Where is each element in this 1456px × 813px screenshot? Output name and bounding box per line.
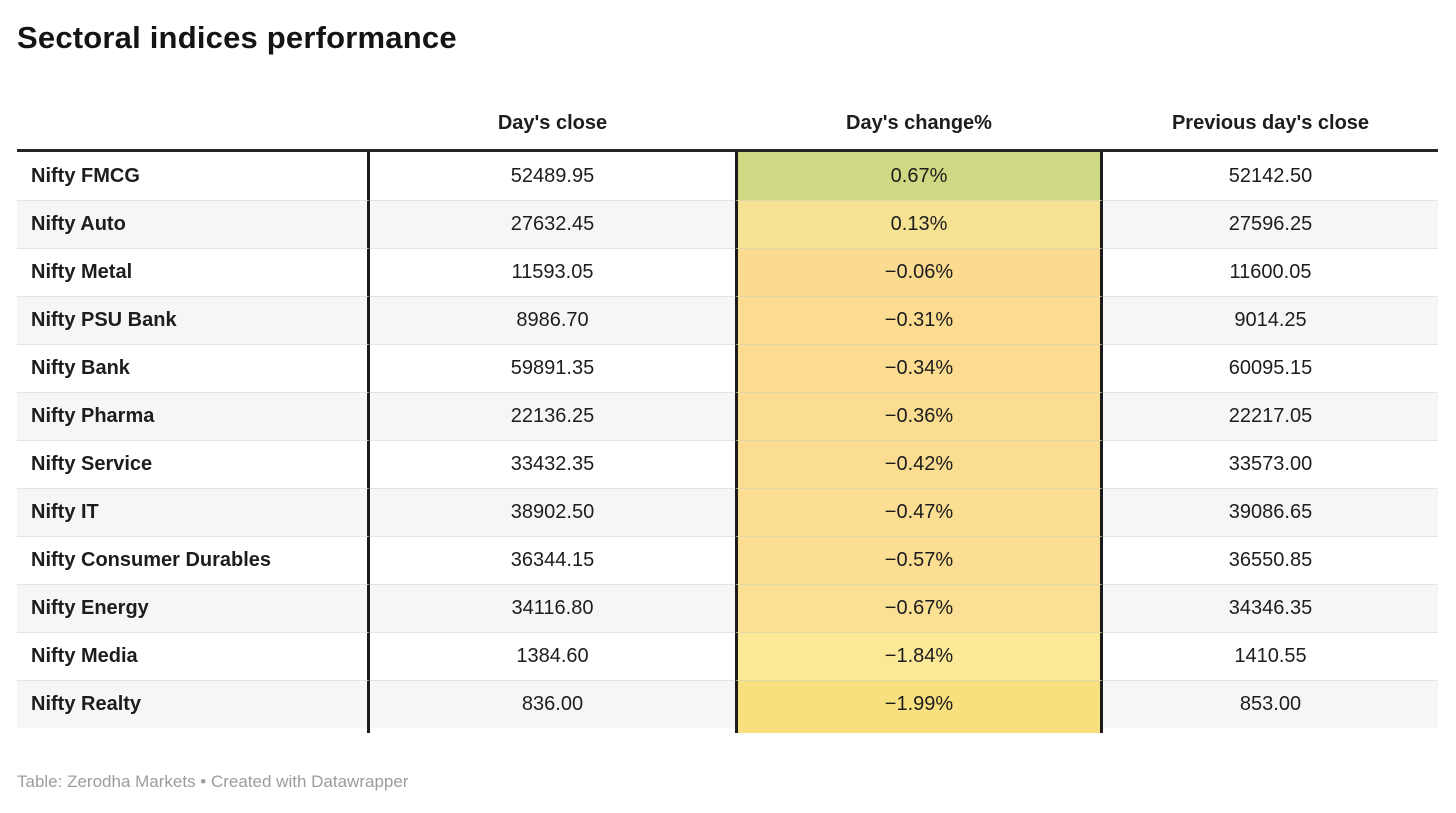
table-row: Nifty Auto 27632.45 0.13% 27596.25 [17, 200, 1438, 248]
close-value: 59891.35 [370, 344, 735, 392]
change-value: −0.06% [735, 248, 1103, 296]
header-previous-close: Previous day's close [1171, 112, 1370, 134]
close-value: 36344.15 [370, 536, 735, 584]
change-value: −0.47% [735, 488, 1103, 536]
prev-close-value: 27596.25 [1103, 200, 1438, 248]
close-value: 8986.70 [370, 296, 735, 344]
page-title: Sectoral indices performance [17, 20, 457, 55]
prev-close-value: 1410.55 [1103, 632, 1438, 680]
prev-close-value: 853.00 [1103, 680, 1438, 728]
change-value: −0.36% [735, 392, 1103, 440]
attribution-footer: Table: Zerodha Markets • Created with Da… [17, 772, 409, 791]
row-label: Nifty Media [17, 632, 370, 680]
row-label: Nifty Bank [17, 344, 370, 392]
table-row: Nifty Energy 34116.80 −0.67% 34346.35 [17, 584, 1438, 632]
table-bottom-edge [17, 728, 1438, 733]
prev-close-value: 22217.05 [1103, 392, 1438, 440]
change-value: −0.31% [735, 296, 1103, 344]
prev-close-value: 33573.00 [1103, 440, 1438, 488]
change-value: −0.67% [735, 584, 1103, 632]
prev-close-value: 34346.35 [1103, 584, 1438, 632]
close-value: 33432.35 [370, 440, 735, 488]
close-value: 34116.80 [370, 584, 735, 632]
row-label: Nifty Service [17, 440, 370, 488]
header-days-change: Day's change% [846, 112, 992, 134]
row-label: Nifty Realty [17, 680, 370, 728]
table-row: Nifty Realty 836.00 −1.99% 853.00 [17, 680, 1438, 728]
prev-close-value: 39086.65 [1103, 488, 1438, 536]
bottom-edge-close-col [370, 728, 735, 733]
prev-close-value: 11600.05 [1103, 248, 1438, 296]
change-value: 0.67% [735, 152, 1103, 200]
change-value: −0.34% [735, 344, 1103, 392]
table-row: Nifty IT 38902.50 −0.47% 39086.65 [17, 488, 1438, 536]
table-row: Nifty Pharma 22136.25 −0.36% 22217.05 [17, 392, 1438, 440]
close-value: 1384.60 [370, 632, 735, 680]
row-label: Nifty Auto [17, 200, 370, 248]
header-days-close: Day's close [497, 112, 608, 134]
close-value: 22136.25 [370, 392, 735, 440]
table-row: Nifty Bank 59891.35 −0.34% 60095.15 [17, 344, 1438, 392]
row-label: Nifty Consumer Durables [17, 536, 370, 584]
change-value: −1.84% [735, 632, 1103, 680]
table-header-row: Day's close Day's change% Previous day's… [17, 108, 1438, 152]
close-value: 836.00 [370, 680, 735, 728]
table-row: Nifty Media 1384.60 −1.84% 1410.55 [17, 632, 1438, 680]
table-card: Sectoral indices performance Day's close… [17, 20, 1438, 791]
table-row: Nifty Service 33432.35 −0.42% 33573.00 [17, 440, 1438, 488]
close-value: 11593.05 [370, 248, 735, 296]
change-value: 0.13% [735, 200, 1103, 248]
close-value: 27632.45 [370, 200, 735, 248]
prev-close-value: 9014.25 [1103, 296, 1438, 344]
table-row: Nifty FMCG 52489.95 0.67% 52142.50 [17, 152, 1438, 200]
table-row: Nifty PSU Bank 8986.70 −0.31% 9014.25 [17, 296, 1438, 344]
bottom-edge-change-col [735, 728, 1103, 733]
bottom-edge-label-col [17, 728, 370, 733]
change-value: −0.57% [735, 536, 1103, 584]
sectoral-indices-table: Day's close Day's change% Previous day's… [17, 108, 1438, 733]
row-label: Nifty FMCG [17, 152, 370, 200]
prev-close-value: 60095.15 [1103, 344, 1438, 392]
table-row: Nifty Consumer Durables 36344.15 −0.57% … [17, 536, 1438, 584]
row-label: Nifty PSU Bank [17, 296, 370, 344]
close-value: 38902.50 [370, 488, 735, 536]
row-label: Nifty IT [17, 488, 370, 536]
prev-close-value: 36550.85 [1103, 536, 1438, 584]
bottom-edge-prev-col [1103, 728, 1438, 733]
row-label: Nifty Energy [17, 584, 370, 632]
row-label: Nifty Metal [17, 248, 370, 296]
prev-close-value: 52142.50 [1103, 152, 1438, 200]
close-value: 52489.95 [370, 152, 735, 200]
change-value: −0.42% [735, 440, 1103, 488]
table-row: Nifty Metal 11593.05 −0.06% 11600.05 [17, 248, 1438, 296]
row-label: Nifty Pharma [17, 392, 370, 440]
change-value: −1.99% [735, 680, 1103, 728]
